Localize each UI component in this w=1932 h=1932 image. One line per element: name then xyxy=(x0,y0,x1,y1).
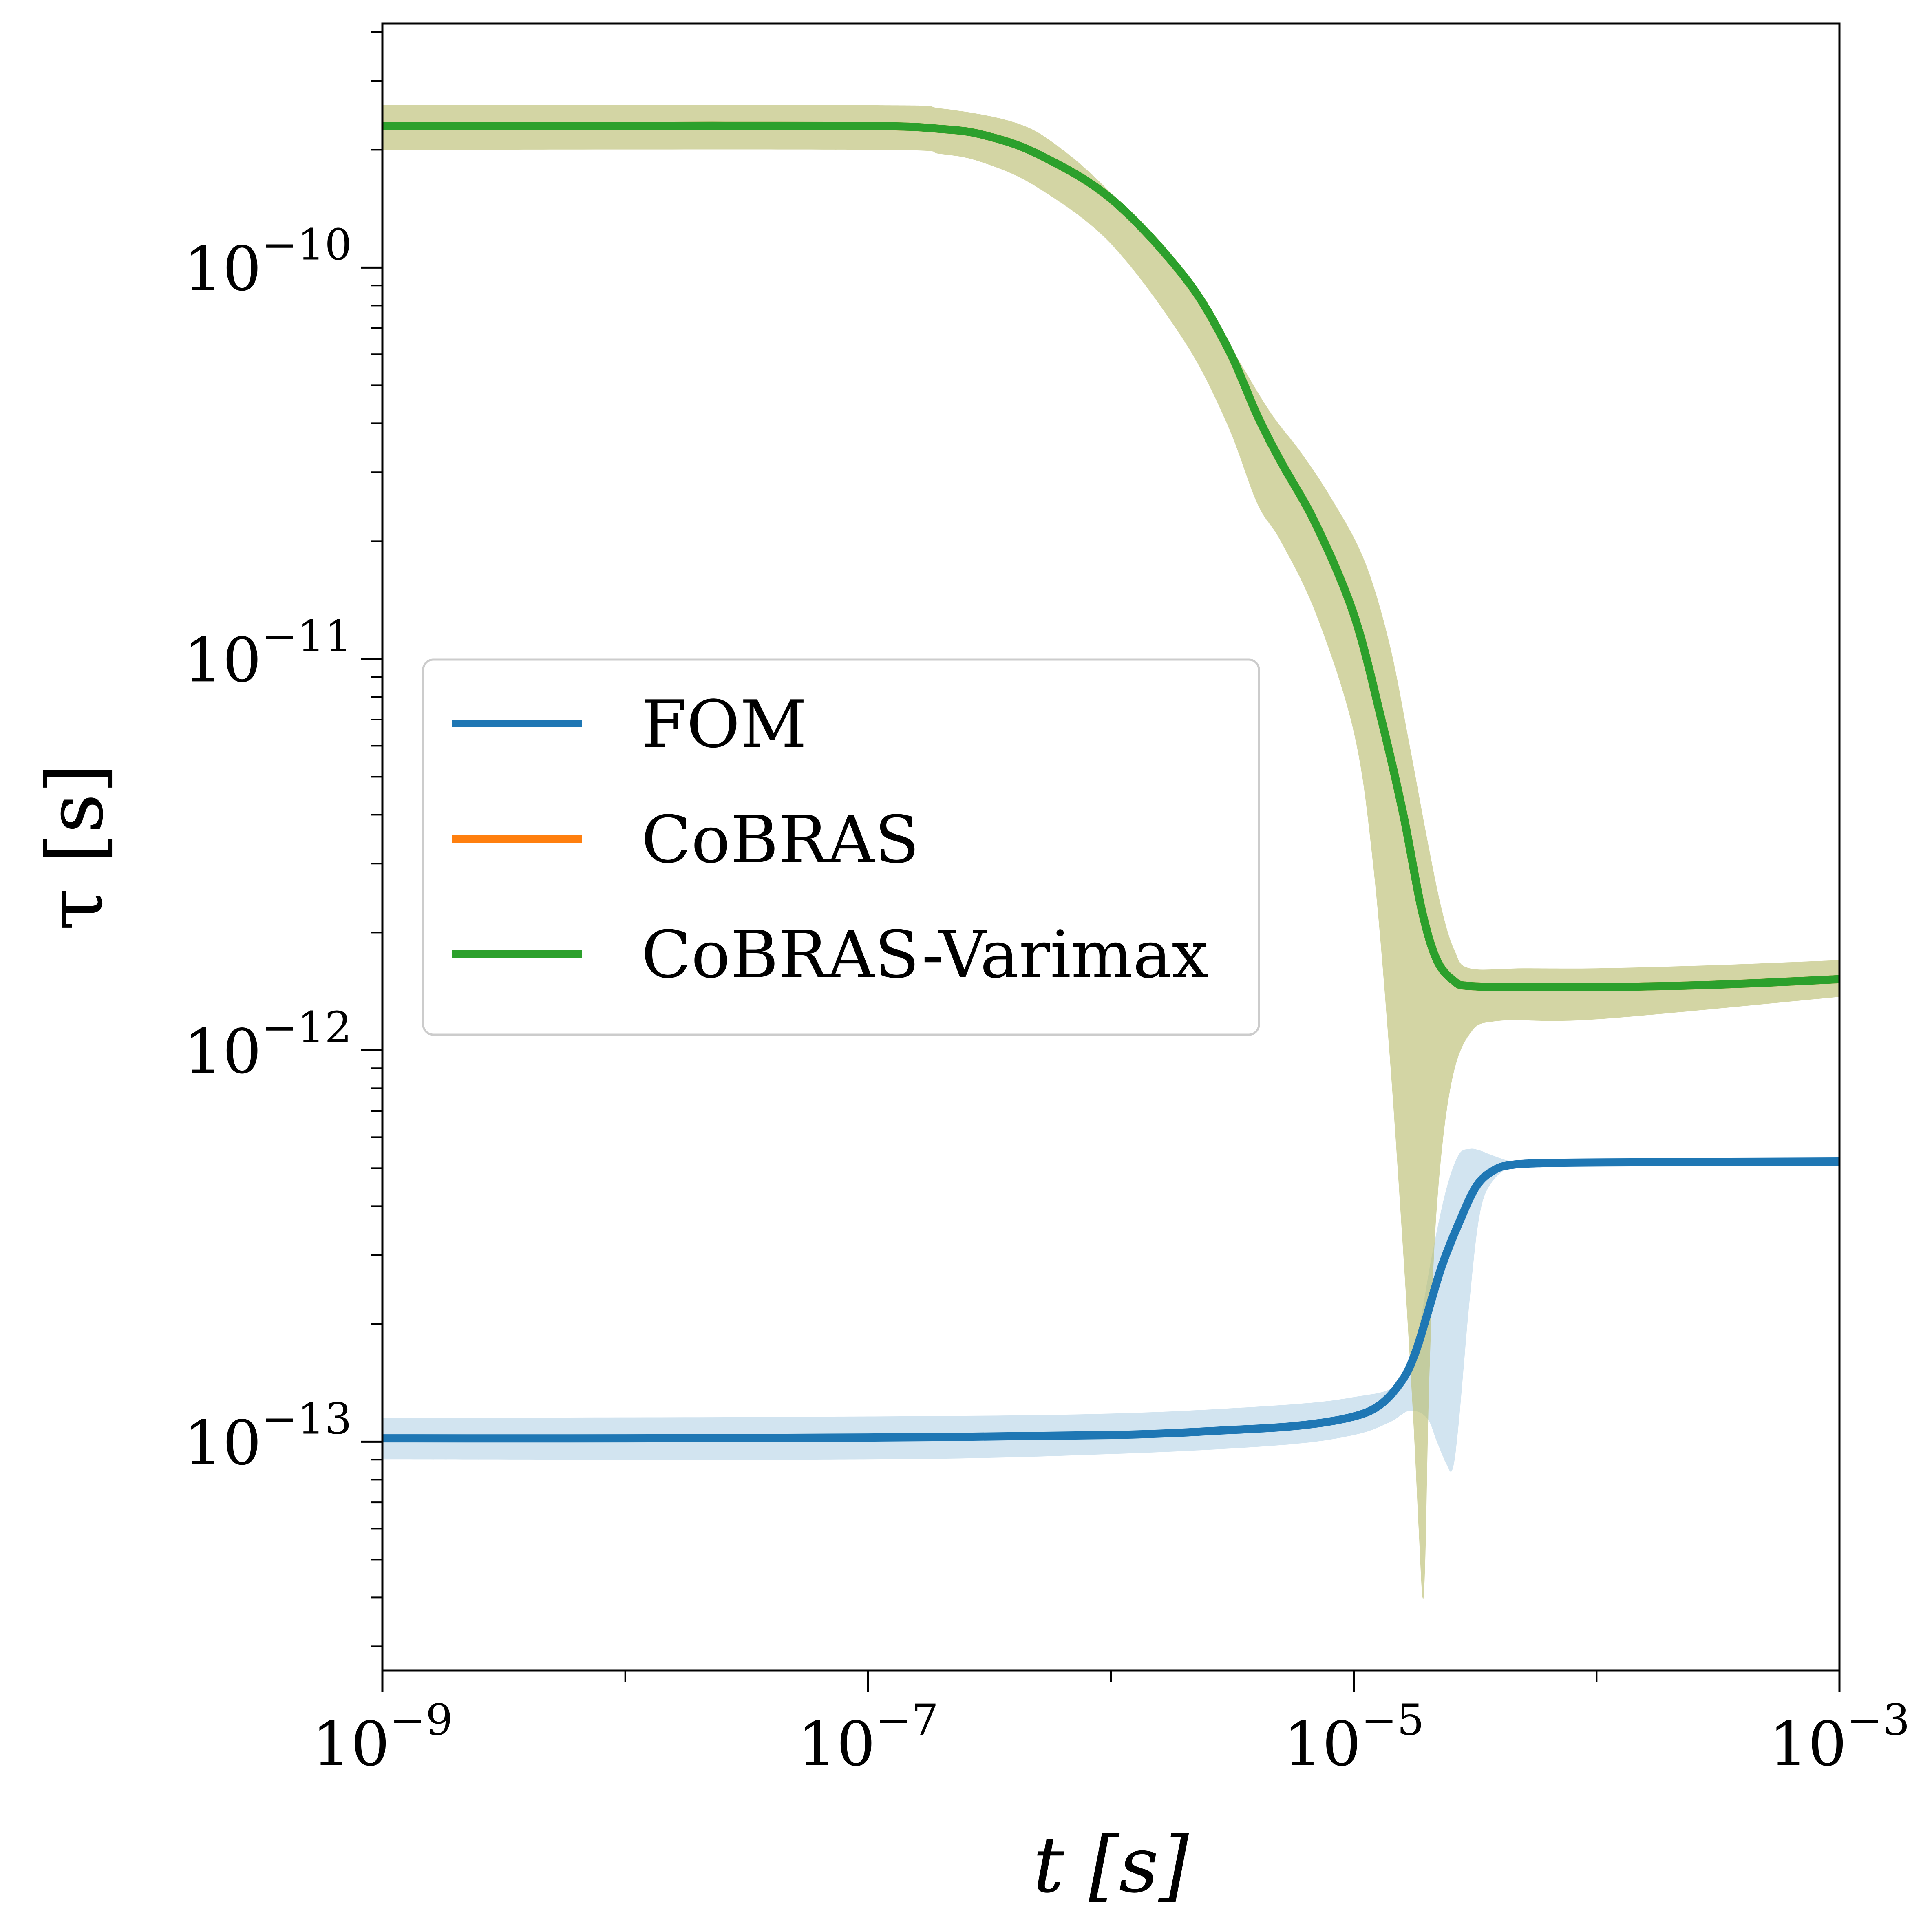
y-axis: 10−13 10−12 10−11 10−10 xyxy=(184,31,382,1647)
y-tick-label: 10−11 xyxy=(184,611,352,696)
series-line-cobras-varimax xyxy=(382,121,1839,991)
legend-label-fom: FOM xyxy=(641,686,807,762)
legend: FOM CoBRAS CoBRAS-Varimax xyxy=(422,658,1260,1036)
x-axis-label: t [s] xyxy=(1033,1820,1189,1910)
series-line-fom xyxy=(382,1157,1839,1443)
x-axis: 10−9 10−7 10−5 10−3 xyxy=(312,1671,1910,1780)
x-tick-label: 10−9 xyxy=(312,1695,453,1780)
x-tick-label: 10−5 xyxy=(1283,1695,1424,1780)
y-tick-label: 10−13 xyxy=(184,1394,352,1479)
series-lines xyxy=(382,121,1839,1443)
y-tick-label: 10−12 xyxy=(184,1002,352,1087)
x-tick-label: 10−3 xyxy=(1769,1695,1910,1780)
legend-frame xyxy=(422,658,1260,1036)
legend-label-cobras-varimax: CoBRAS-Varimax xyxy=(641,916,1208,993)
legend-label-cobras: CoBRAS xyxy=(641,802,919,878)
y-tick-label: 10−10 xyxy=(184,220,352,305)
x-tick-label: 10−7 xyxy=(797,1695,938,1780)
y-axis-label: τ [s] xyxy=(30,763,120,931)
